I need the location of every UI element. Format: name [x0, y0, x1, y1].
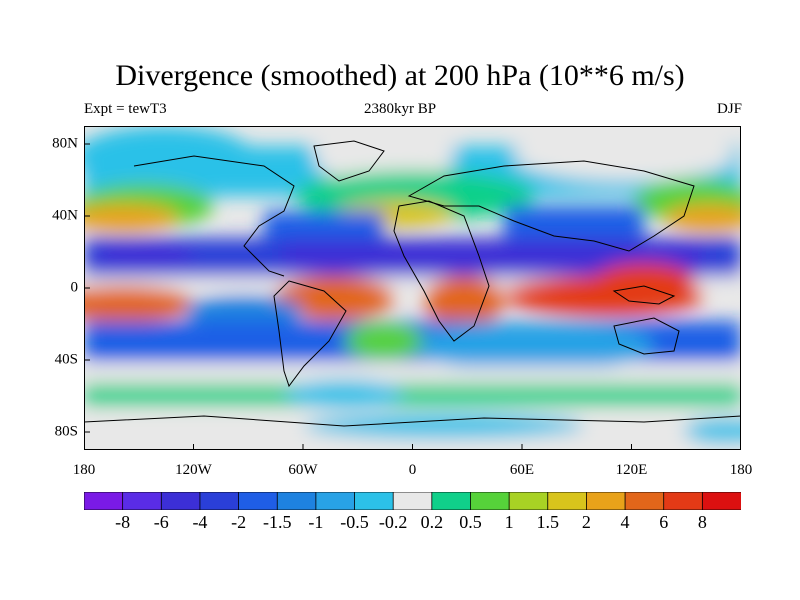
eurasia-coast [407, 160, 695, 252]
y-tick-80s: 80S [54, 423, 78, 440]
colorbar-swatch [238, 492, 279, 510]
colorbar-level-label: 8 [697, 512, 707, 532]
axis-ticks [84, 143, 741, 450]
x-tick-120e: 120E [615, 462, 648, 478]
colorbar-level-label: -2 [231, 512, 247, 532]
colorbar-swatch [547, 492, 588, 510]
coastlines [84, 140, 741, 427]
colorbar-level-label: -8 [115, 512, 131, 532]
x-tick-60e: 60E [509, 462, 535, 478]
x-tick-60w: 60W [288, 462, 318, 478]
colorbar-swatch [276, 492, 317, 510]
north-america-coast [133, 155, 295, 277]
colorbar-level-label: -4 [192, 512, 208, 532]
y-tick-80n: 80N [52, 135, 78, 152]
colorbar-level-label: 1.5 [536, 512, 560, 532]
colorbar-level-label: 6 [659, 512, 669, 532]
africa-coast [393, 200, 490, 342]
season-label: DJF [716, 101, 742, 117]
period-label: 2380kyr BP [363, 101, 437, 117]
colorbar-swatch [508, 492, 549, 510]
colorbar-swatch [624, 492, 665, 510]
colorbar-swatch [470, 492, 511, 510]
colorbar-level-label: 2 [581, 512, 591, 532]
y-tick-0: 0 [70, 279, 79, 296]
colorbar-level-label: 0.5 [459, 512, 482, 532]
greenland-coast [313, 140, 385, 182]
colorbar-level-label: -0.2 [378, 512, 408, 532]
colorbar-level-label: 4 [620, 512, 630, 532]
colorbar-swatch [354, 492, 395, 510]
x-tick-0: 0 [408, 462, 417, 478]
colorbar-swatch [199, 492, 240, 510]
colorbar-level-label: 0.2 [420, 512, 444, 532]
colorbar-level-label: -0.5 [340, 512, 369, 532]
colorbar-level-label: -6 [153, 512, 169, 532]
colorbar-swatch [84, 492, 124, 510]
x-tick-180e: 180 [729, 462, 753, 478]
colorbar-swatch [663, 492, 704, 510]
maritime-continent-coast [612, 285, 676, 305]
colorbar-level-label: 1 [504, 512, 514, 532]
colorbar-swatch [392, 492, 433, 510]
x-tick-180w: 180 [72, 462, 96, 478]
y-tick-40n: 40N [52, 207, 78, 224]
experiment-label: Expt = tewT3 [84, 101, 167, 117]
colorbar-swatch [586, 492, 626, 510]
divergence-map [84, 126, 741, 450]
colorbar [84, 492, 741, 510]
colorbar-level-label: -1 [308, 512, 324, 532]
antarctica-coast [84, 415, 741, 427]
colorbar-swatch [431, 492, 472, 510]
colorbar-swatch [160, 492, 201, 510]
divergence-field [84, 126, 741, 450]
south-america-coast [273, 280, 347, 388]
y-tick-40s: 40S [54, 351, 78, 368]
colorbar-swatch [315, 492, 356, 510]
x-tick-120w: 120W [175, 462, 212, 478]
australia-coast [613, 317, 680, 355]
plot-title: Divergence (smoothed) at 200 hPa (10**6 … [115, 59, 685, 92]
colorbar-swatch [701, 492, 741, 510]
colorbar-level-label: -1.5 [262, 512, 292, 532]
colorbar-swatch [122, 492, 163, 510]
